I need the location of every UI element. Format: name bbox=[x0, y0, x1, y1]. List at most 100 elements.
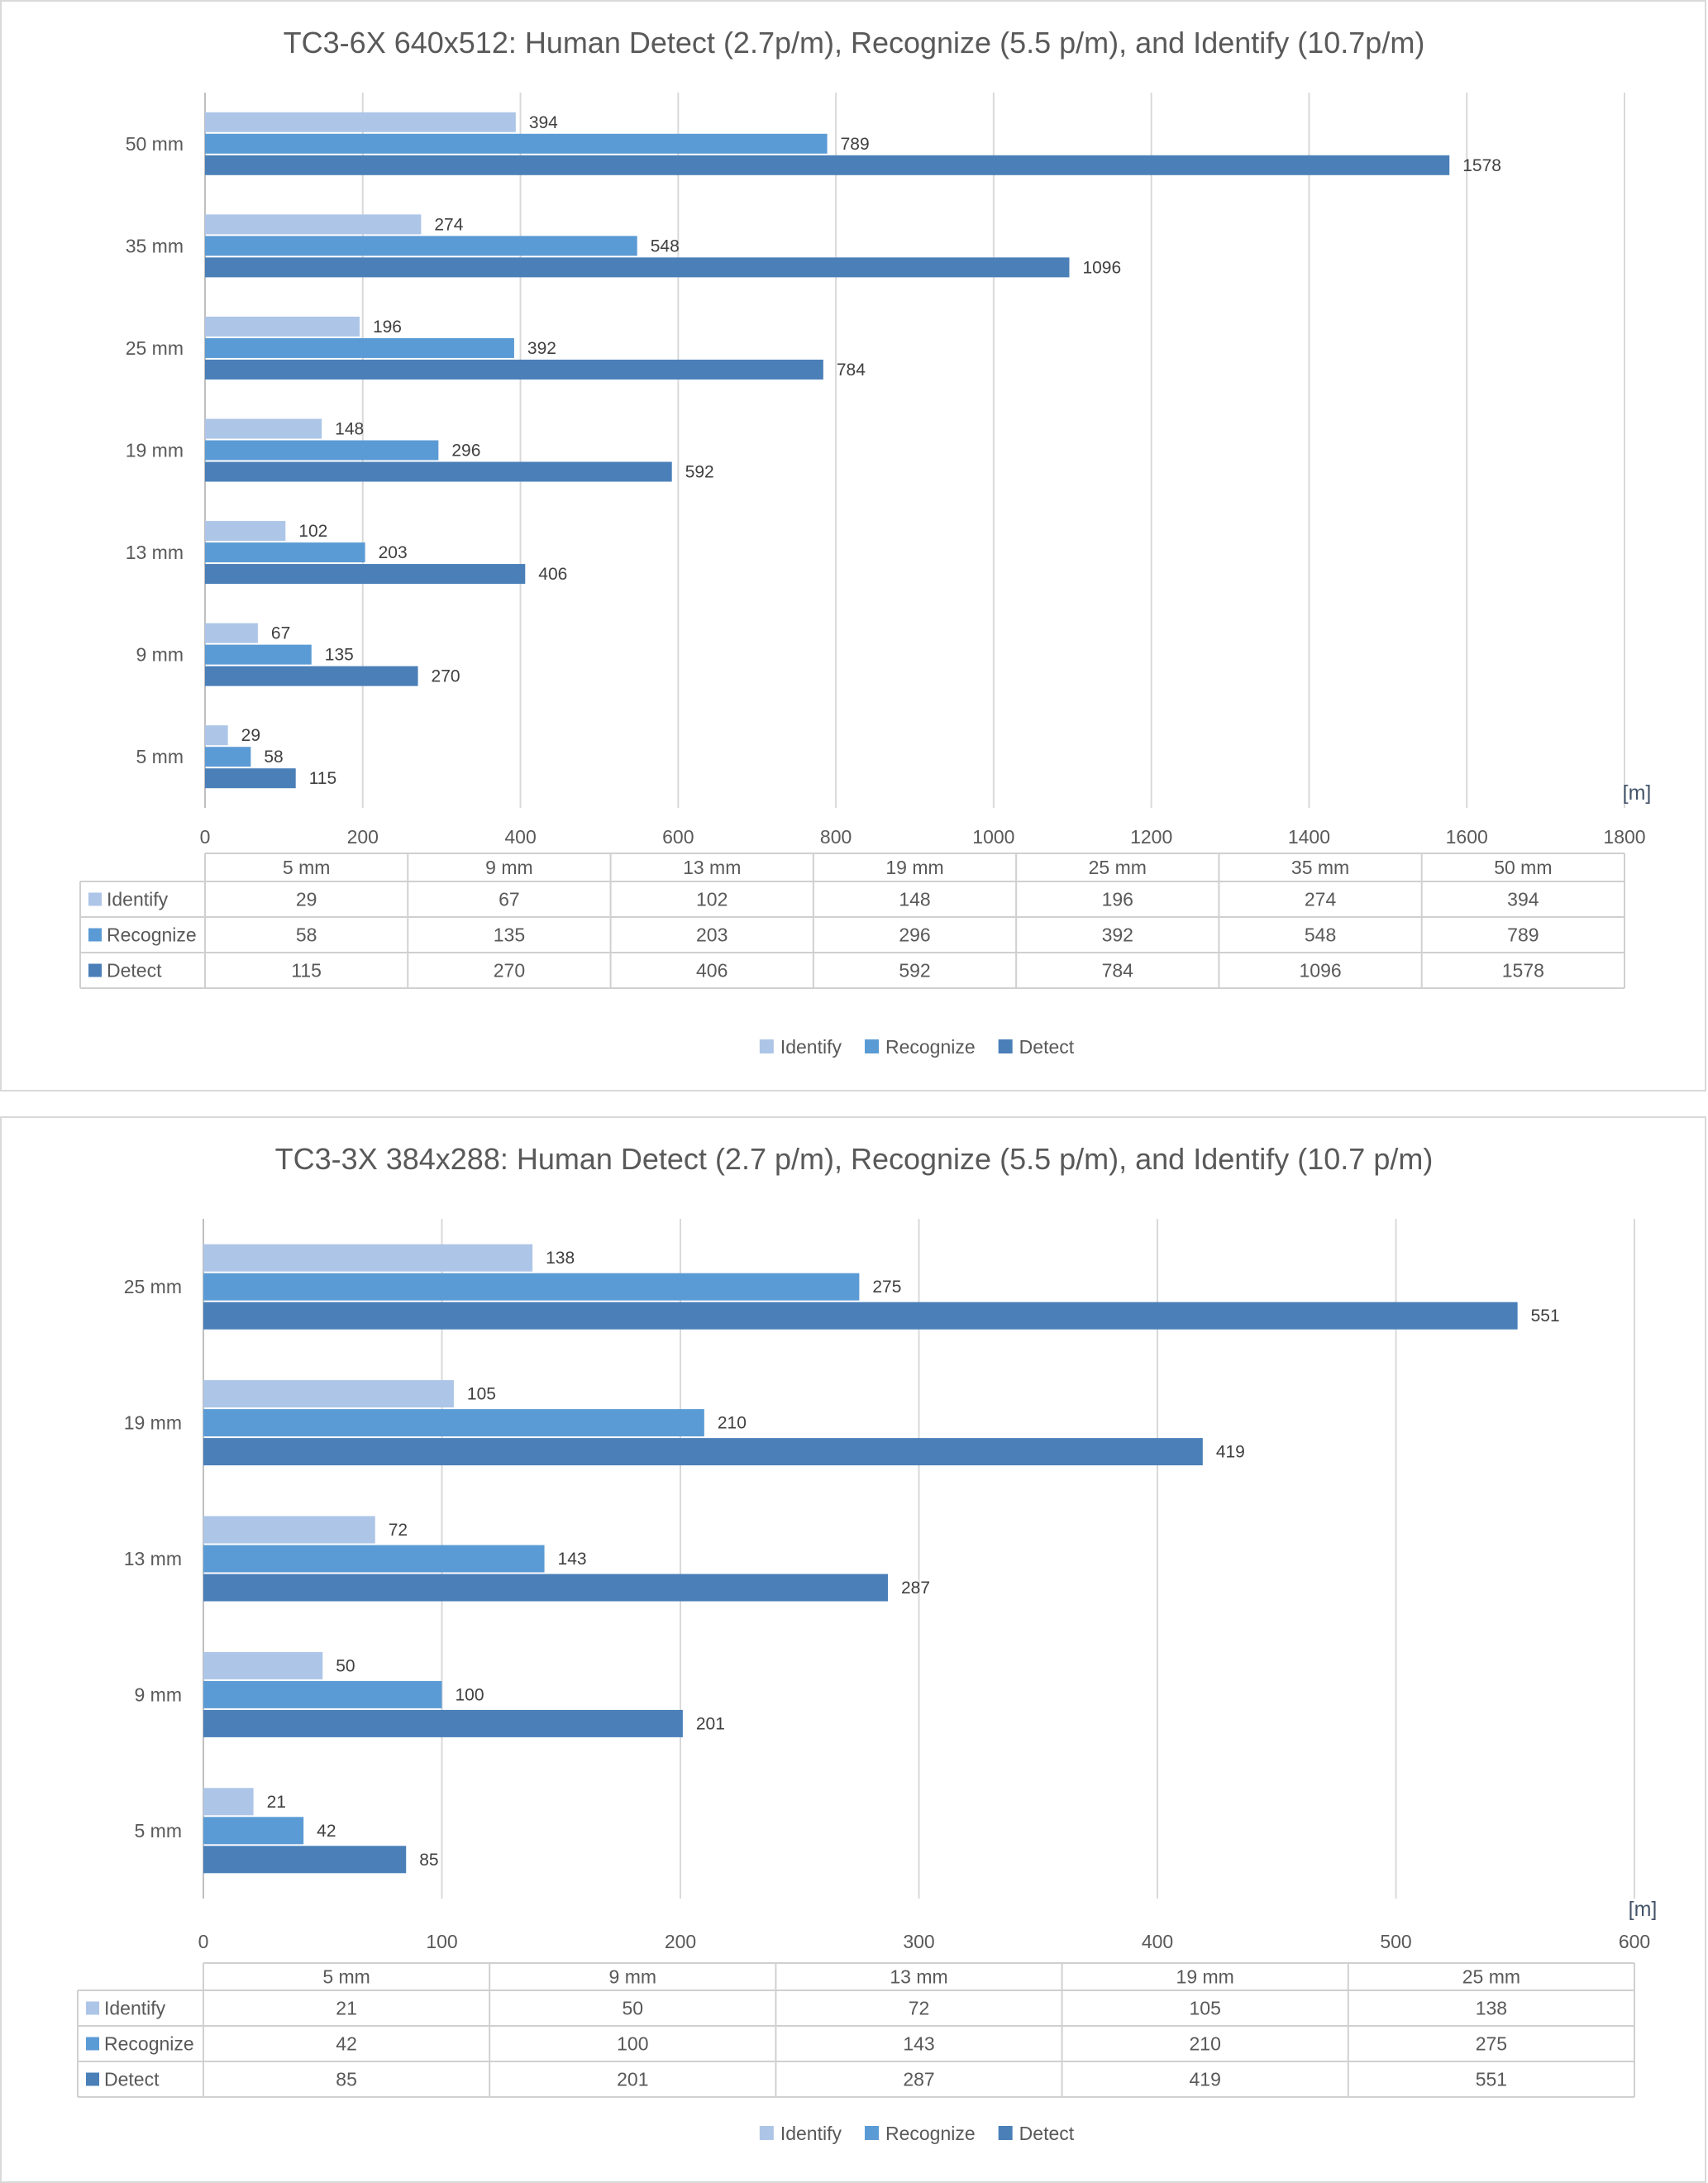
bar-detect bbox=[205, 666, 418, 686]
data-label: 419 bbox=[1216, 1443, 1245, 1462]
data-label: 784 bbox=[837, 361, 866, 380]
table-row-label: Recognize bbox=[107, 924, 197, 946]
data-label: 29 bbox=[241, 726, 260, 745]
x-tick-label: 800 bbox=[820, 826, 852, 848]
table-cell: 592 bbox=[899, 960, 930, 982]
bar-recognize bbox=[205, 644, 312, 665]
table-row-label: Recognize bbox=[104, 2033, 194, 2055]
category-label: 19 mm bbox=[126, 440, 184, 461]
table-cell: 551 bbox=[1476, 2069, 1507, 2090]
data-label: 72 bbox=[389, 1521, 408, 1540]
x-tick-label: 300 bbox=[903, 1931, 934, 1952]
data-label: 274 bbox=[434, 215, 463, 234]
data-label: 143 bbox=[558, 1550, 587, 1569]
x-tick-label: 0 bbox=[198, 1931, 209, 1952]
bar-detect bbox=[205, 257, 1070, 278]
bar-detect bbox=[205, 564, 526, 585]
table-row-label: Detect bbox=[104, 2069, 160, 2090]
axis-unit-label: [m] bbox=[1623, 781, 1652, 805]
x-tick-label: 1400 bbox=[1288, 826, 1330, 848]
data-label: 196 bbox=[373, 318, 402, 337]
category-label: 5 mm bbox=[135, 1820, 183, 1841]
data-label: 548 bbox=[651, 236, 680, 256]
table-cell: 296 bbox=[899, 924, 930, 946]
table-cell: 138 bbox=[1476, 1998, 1507, 2019]
legend-swatch bbox=[864, 1039, 879, 1053]
bar-detect bbox=[205, 768, 296, 789]
bar-recognize bbox=[203, 1817, 304, 1845]
bar-identify bbox=[203, 1651, 323, 1679]
legend-entry-recognize: Recognize bbox=[885, 1036, 976, 1058]
bar-recognize bbox=[203, 1409, 704, 1437]
data-label: 58 bbox=[264, 748, 283, 767]
table-cell: 419 bbox=[1190, 2069, 1221, 2090]
table-row-label: Detect bbox=[107, 960, 162, 982]
data-label: 115 bbox=[309, 769, 336, 788]
legend-entry-identify: Identify bbox=[780, 2123, 842, 2144]
data-label: 201 bbox=[696, 1714, 725, 1733]
table-cell: 102 bbox=[696, 889, 728, 910]
data-label: 394 bbox=[529, 113, 558, 132]
bar-identify bbox=[203, 1380, 454, 1408]
data-label: 406 bbox=[538, 565, 567, 584]
table-header-cell: 25 mm bbox=[1089, 857, 1147, 878]
table-cell: 50 bbox=[623, 1998, 644, 2019]
data-label: 102 bbox=[298, 522, 327, 541]
bar-detect bbox=[205, 359, 823, 380]
table-header-cell: 19 mm bbox=[1176, 1966, 1234, 1988]
bar-recognize bbox=[203, 1273, 860, 1301]
legend-swatch bbox=[864, 2126, 879, 2140]
table-header-cell: 9 mm bbox=[485, 857, 533, 878]
table-cell: 85 bbox=[336, 2069, 357, 2090]
bar-detect bbox=[203, 1846, 407, 1874]
table-header-cell: 25 mm bbox=[1462, 1966, 1520, 1988]
data-label: 105 bbox=[467, 1385, 496, 1404]
table-header-cell: 5 mm bbox=[283, 857, 331, 878]
legend-swatch bbox=[998, 1039, 1013, 1053]
bar-recognize bbox=[205, 236, 637, 256]
bar-identify bbox=[205, 214, 422, 235]
table-header-cell: 13 mm bbox=[683, 857, 741, 878]
data-label: 210 bbox=[718, 1414, 747, 1433]
category-label: 9 mm bbox=[135, 1684, 183, 1705]
data-label: 296 bbox=[451, 442, 480, 461]
data-label: 270 bbox=[432, 667, 460, 686]
chart-tc3-3x: TC3-3X 384x288: Human Detect (2.7 p/m), … bbox=[77, 1142, 1658, 2144]
table-cell: 196 bbox=[1102, 889, 1133, 910]
legend-swatch bbox=[998, 2126, 1013, 2140]
table-cell: 58 bbox=[296, 924, 317, 946]
bar-detect bbox=[203, 1709, 683, 1737]
table-row-label: Identify bbox=[104, 1998, 166, 2019]
x-tick-label: 1600 bbox=[1446, 826, 1488, 848]
table-cell: 67 bbox=[499, 889, 520, 910]
legend-entry-detect: Detect bbox=[1019, 2123, 1075, 2144]
table-header-cell: 13 mm bbox=[890, 1966, 947, 1988]
axis-unit-label: [m] bbox=[1629, 1898, 1658, 1921]
table-cell: 274 bbox=[1305, 889, 1337, 910]
table-row-label: Identify bbox=[107, 889, 169, 910]
table-cell: 1096 bbox=[1299, 960, 1341, 982]
legend-swatch bbox=[759, 1039, 774, 1053]
x-tick-label: 600 bbox=[1619, 1931, 1650, 1952]
table-cell: 115 bbox=[291, 960, 322, 982]
bar-recognize bbox=[205, 337, 514, 358]
table-cell: 143 bbox=[903, 2033, 934, 2055]
data-label: 67 bbox=[271, 624, 290, 643]
x-tick-label: 400 bbox=[504, 826, 536, 848]
data-label: 100 bbox=[456, 1685, 484, 1704]
table-header-cell: 35 mm bbox=[1291, 857, 1349, 878]
table-cell: 406 bbox=[696, 960, 728, 982]
x-tick-label: 200 bbox=[347, 826, 379, 848]
table-legend-key bbox=[86, 2072, 99, 2086]
table-header-cell: 9 mm bbox=[609, 1966, 657, 1988]
table-cell: 275 bbox=[1476, 2033, 1507, 2055]
table-cell: 1578 bbox=[1502, 960, 1544, 982]
x-tick-label: 1000 bbox=[972, 826, 1014, 848]
chart-tc3-6x: TC3-6X 640x512: Human Detect (2.7p/m), R… bbox=[79, 26, 1652, 1058]
table-cell: 210 bbox=[1190, 2033, 1221, 2055]
category-label: 25 mm bbox=[126, 337, 184, 359]
legend-entry-detect: Detect bbox=[1019, 1036, 1075, 1058]
data-label: 203 bbox=[379, 543, 408, 562]
table-cell: 42 bbox=[336, 2033, 357, 2055]
bar-detect bbox=[203, 1302, 1518, 1330]
